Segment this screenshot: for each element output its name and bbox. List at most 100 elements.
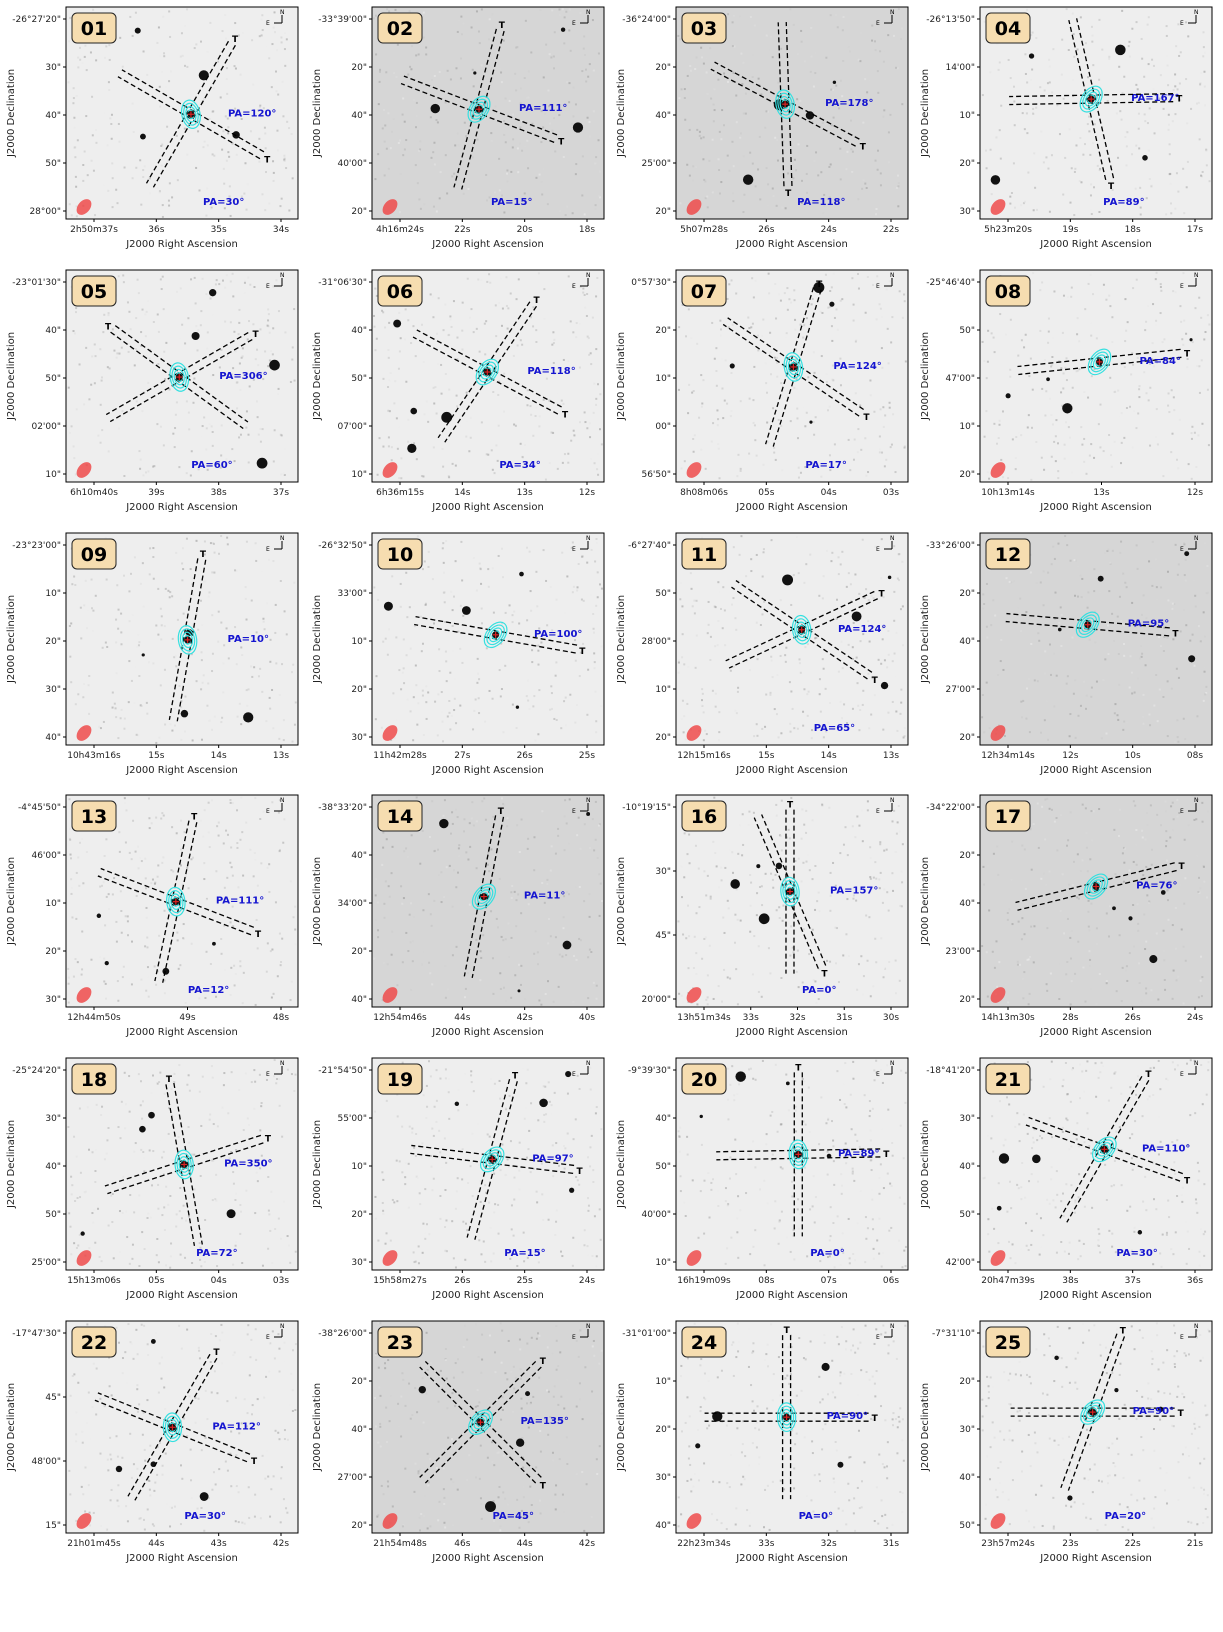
panel-number: 06 xyxy=(387,281,413,303)
y-tick-label: 48'00" xyxy=(31,1457,61,1467)
slit-pa-30: T xyxy=(1059,1070,1152,1223)
panel-number: 05 xyxy=(81,281,107,303)
x-tick-label: 5h07m28s xyxy=(680,225,728,235)
x-axis-label: J2000 Right Ascension xyxy=(735,1553,848,1564)
x-tick-label: 44s xyxy=(148,1539,164,1549)
compass-icon: NE xyxy=(1180,535,1199,553)
radio-contours xyxy=(780,876,800,907)
image-panel-13: TPA=111°TPA=12°NE13-4°45'50"46'00"10"20"… xyxy=(6,794,299,1038)
field-stars xyxy=(134,27,240,140)
slit-tail-marker: T xyxy=(232,35,239,45)
svg-text:N: N xyxy=(1194,9,1199,16)
x-tick-label: 05s xyxy=(758,488,774,498)
slit-tail-marker: T xyxy=(784,1326,791,1336)
slit-tail-marker: T xyxy=(166,1075,173,1085)
image-noise xyxy=(982,1059,1210,1268)
svg-text:E: E xyxy=(572,546,576,553)
y-axis-label: J2000 Declination xyxy=(920,69,931,158)
x-axis-label: J2000 Right Ascension xyxy=(125,1290,238,1301)
beam-ellipse xyxy=(990,1250,1006,1266)
slit-tail-marker: T xyxy=(860,142,867,152)
panel-badge xyxy=(71,12,117,44)
image-panel-01: TPA=120°TPA=30°NE01-26°27'20"30"40"50"28… xyxy=(6,6,299,250)
y-tick-label: -4°45'50" xyxy=(18,803,61,813)
x-tick-label: 12s xyxy=(1187,488,1203,498)
panel-badge xyxy=(377,1326,423,1358)
y-axis-label: J2000 Declination xyxy=(616,1120,627,1209)
y-tick-label: 10" xyxy=(45,899,61,909)
y-tick-label: 20" xyxy=(351,1521,367,1531)
slit-tail-marker: T xyxy=(191,813,198,823)
slit-tail-marker: T xyxy=(1172,629,1179,639)
beam-ellipse xyxy=(76,462,92,478)
y-tick-label: -33°39'00" xyxy=(318,15,367,25)
svg-text:N: N xyxy=(890,797,895,804)
y-tick-label: 27'00" xyxy=(337,1473,367,1483)
x-tick-label: 25s xyxy=(579,751,595,761)
y-tick-label: 40" xyxy=(655,111,671,121)
pa-label: PA=97° xyxy=(532,1153,573,1164)
radio-contours xyxy=(467,95,491,123)
slit-pa-20: T xyxy=(1060,1326,1127,1491)
slit-tail-marker: T xyxy=(883,1150,890,1160)
pa-label: PA=306° xyxy=(219,371,267,382)
y-tick-label: 50" xyxy=(655,1162,671,1172)
y-axis-label: J2000 Declination xyxy=(312,857,323,946)
beam-ellipse xyxy=(382,1513,398,1529)
svg-text:E: E xyxy=(876,283,880,290)
image-panel-04: TPA=167°TPA=89°NE04-26°13'50"14'00"10"20… xyxy=(920,6,1213,250)
y-axis-label: J2000 Declination xyxy=(312,1383,323,1472)
panel-number: 13 xyxy=(81,806,107,828)
image-panel-24: T PA=90° T PA=0° NE 24 -31°01'00" 10" 20" 30" 40" 2… xyxy=(616,1320,909,1564)
y-tick-label: 30" xyxy=(655,867,671,877)
y-tick-label: 20" xyxy=(959,851,975,861)
y-tick-label: -18°41'20" xyxy=(926,1066,975,1076)
y-tick-label: -26°32'50" xyxy=(318,541,367,551)
panel-number: 24 xyxy=(691,1332,717,1354)
panel-number: 01 xyxy=(81,18,107,40)
y-axis-label: J2000 Declination xyxy=(616,857,627,946)
panel-badge xyxy=(985,1326,1031,1358)
x-axis-label: J2000 Right Ascension xyxy=(125,1027,238,1038)
compass-icon: NE xyxy=(876,1060,895,1078)
image-noise xyxy=(981,797,1210,1006)
pa-label: PA=90° xyxy=(1133,1406,1174,1417)
pa-label: PA=10° xyxy=(228,634,269,645)
y-tick-label: -34°22'00" xyxy=(926,803,975,813)
svg-text:N: N xyxy=(280,535,285,542)
x-tick-label: 14h13m30s xyxy=(981,1013,1035,1023)
x-tick-label: 38s xyxy=(211,488,227,498)
slit-pa-0: T xyxy=(781,1326,792,1500)
slit-pa-10: T xyxy=(168,550,207,722)
slit-tail-marker: T xyxy=(265,1134,272,1144)
slit-tail-marker: T xyxy=(498,807,505,817)
beam-ellipse xyxy=(382,462,398,478)
compass-icon: NE xyxy=(876,272,895,290)
x-tick-label: 15s xyxy=(148,751,164,761)
image-noise xyxy=(373,272,603,481)
panel-number: 04 xyxy=(995,18,1021,40)
pa-label: PA=111° xyxy=(216,896,264,907)
compass-icon: NE xyxy=(266,9,285,27)
panel-number: 25 xyxy=(995,1332,1021,1354)
target-cross xyxy=(181,1161,188,1168)
x-tick-label: 10s xyxy=(1125,751,1141,761)
x-tick-label: 21h54m48s xyxy=(373,1539,427,1549)
image-panel-23: T PA=135° T PA=45° NE 23 -38°26'00" 20" 40" 27'00… xyxy=(312,1320,605,1564)
y-tick-label: 40" xyxy=(351,995,367,1005)
target-cross xyxy=(1096,358,1103,365)
pa-label: PA=0° xyxy=(799,1511,834,1522)
x-tick-label: 42s xyxy=(579,1539,595,1549)
x-tick-label: 04s xyxy=(211,1276,227,1286)
y-tick-label: -26°27'20" xyxy=(12,15,61,25)
x-tick-label: 13h51m34s xyxy=(677,1013,731,1023)
pa-label: PA=84° xyxy=(1139,356,1180,367)
beam-ellipse xyxy=(686,987,702,1003)
compass-icon: NE xyxy=(876,9,895,27)
x-tick-label: 16h19m09s xyxy=(677,1276,731,1286)
svg-text:N: N xyxy=(586,272,591,279)
y-tick-label: 02'00" xyxy=(31,422,61,432)
panel-badge xyxy=(377,275,423,307)
svg-text:E: E xyxy=(266,20,270,27)
target-cross xyxy=(172,898,179,905)
